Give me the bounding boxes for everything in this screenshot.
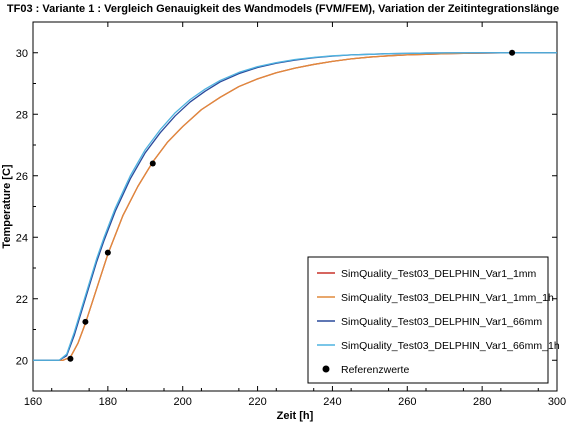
y-tick-label: 20 (16, 355, 28, 367)
reference-point (67, 355, 74, 362)
axis-ticks: 160 180 200 220 240 260 280 300 20 22 24 26 28 30 (16, 21, 566, 408)
reference-point (509, 49, 516, 56)
x-tick-label: 160 (24, 396, 42, 408)
x-tick-label: 200 (174, 396, 192, 408)
reference-points (67, 49, 516, 362)
y-tick-label: 26 (16, 171, 28, 183)
legend: SimQuality_Test03_DELPHIN_Var1_1mm SimQua… (307, 256, 560, 384)
y-tick-label: 22 (16, 294, 28, 306)
x-tick-label: 280 (473, 396, 491, 408)
series-line-4 (33, 52, 557, 361)
y-axis-label: Temperature [C] (1, 164, 13, 248)
legend-label: SimQuality_Test03_DELPHIN_Var1_1mm_1h (341, 292, 554, 304)
x-tick-label: 180 (99, 396, 117, 408)
x-tick-label: 240 (323, 396, 341, 408)
y-tick-label: 24 (16, 232, 28, 244)
reference-point (104, 249, 111, 256)
reference-point (149, 160, 156, 167)
legend-marker (322, 365, 330, 373)
legend-label: SimQuality_Test03_DELPHIN_Var1_1mm (341, 268, 537, 280)
legend-label: Referenzwerte (341, 364, 409, 376)
x-tick-label: 300 (548, 396, 566, 408)
x-tick-label: 220 (248, 396, 266, 408)
y-tick-label: 28 (16, 109, 28, 121)
y-tick-label: 30 (16, 48, 28, 60)
chart-title: TF03 : Variante 1 : Vergleich Genauigkei… (7, 3, 559, 15)
reference-point (82, 318, 89, 325)
x-axis-label: Zeit [h] (277, 410, 314, 422)
legend-label: SimQuality_Test03_DELPHIN_Var1_66mm (341, 316, 542, 328)
legend-items: SimQuality_Test03_DELPHIN_Var1_1mm SimQua… (317, 268, 560, 376)
legend-label: SimQuality_Test03_DELPHIN_Var1_66mm_1h (341, 340, 560, 352)
legend-box (307, 256, 549, 384)
series-lines (33, 52, 557, 361)
x-tick-label: 260 (398, 396, 416, 408)
